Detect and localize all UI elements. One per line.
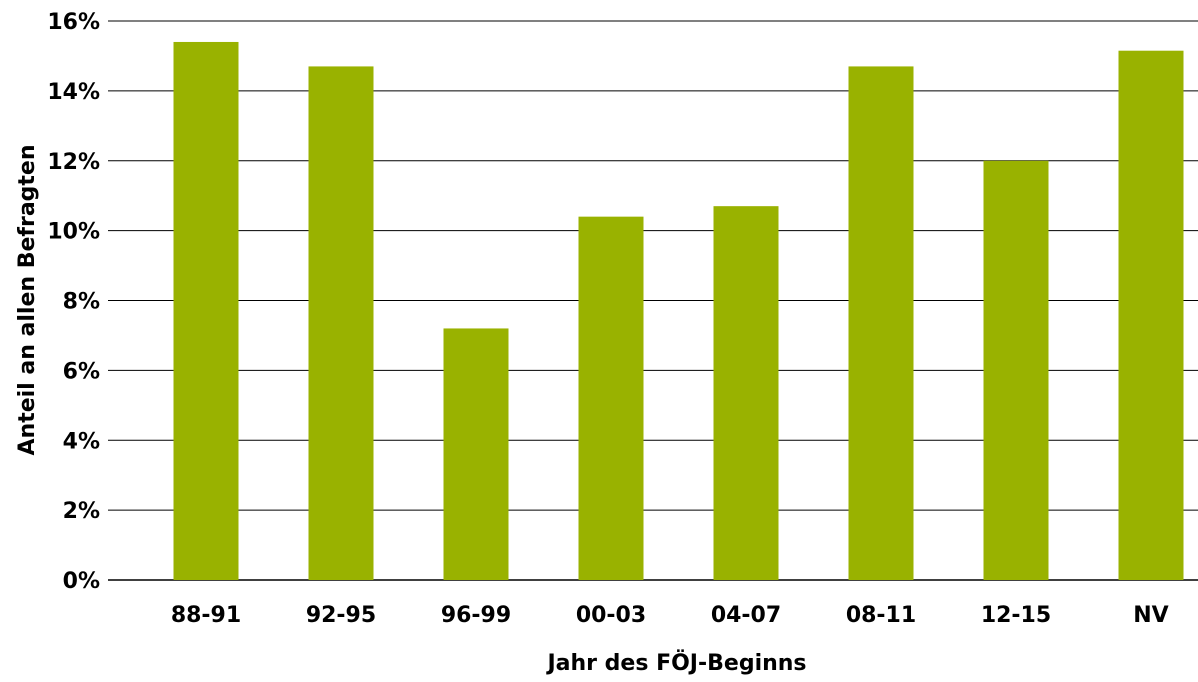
bar-12-15 bbox=[983, 160, 1049, 580]
bar-NV bbox=[1118, 50, 1184, 580]
bar-04-07 bbox=[713, 206, 779, 580]
y-tick-label: 10% bbox=[47, 220, 100, 245]
y-tick-label: 16% bbox=[47, 10, 100, 35]
x-axis-categories: 88-91 92-95 96-99 00-03 04-07 08-11 12-15 NV bbox=[171, 603, 1169, 628]
y-axis-ticks: 0% 2% 4% 6% 8% 10% 12% 14% 16% bbox=[47, 10, 100, 594]
x-tick-label: 92-95 bbox=[306, 603, 376, 628]
bar-92-95 bbox=[308, 66, 374, 580]
y-tick-label: 2% bbox=[63, 499, 100, 524]
bar-96-99 bbox=[443, 328, 509, 580]
y-axis-title: Anteil an allen Befragten bbox=[15, 144, 40, 455]
y-tick-label: 14% bbox=[47, 80, 100, 105]
bar-00-03 bbox=[578, 216, 644, 580]
bar-08-11 bbox=[848, 66, 914, 580]
x-tick-label: 04-07 bbox=[711, 603, 781, 628]
x-tick-label: 00-03 bbox=[576, 603, 646, 628]
y-tick-label: 0% bbox=[63, 569, 100, 594]
x-axis-title: Jahr des FÖJ-Beginns bbox=[545, 650, 806, 676]
bars bbox=[173, 41, 1184, 580]
bar-88-91 bbox=[173, 41, 239, 580]
y-tick-label: 6% bbox=[63, 359, 100, 384]
y-tick-label: 4% bbox=[63, 429, 100, 454]
x-tick-label: NV bbox=[1133, 603, 1168, 628]
x-tick-label: 96-99 bbox=[441, 603, 511, 628]
x-tick-label: 88-91 bbox=[171, 603, 241, 628]
y-tick-label: 8% bbox=[63, 290, 100, 315]
y-tick-label: 12% bbox=[47, 150, 100, 175]
x-tick-label: 12-15 bbox=[981, 603, 1051, 628]
x-tick-label: 08-11 bbox=[846, 603, 916, 628]
